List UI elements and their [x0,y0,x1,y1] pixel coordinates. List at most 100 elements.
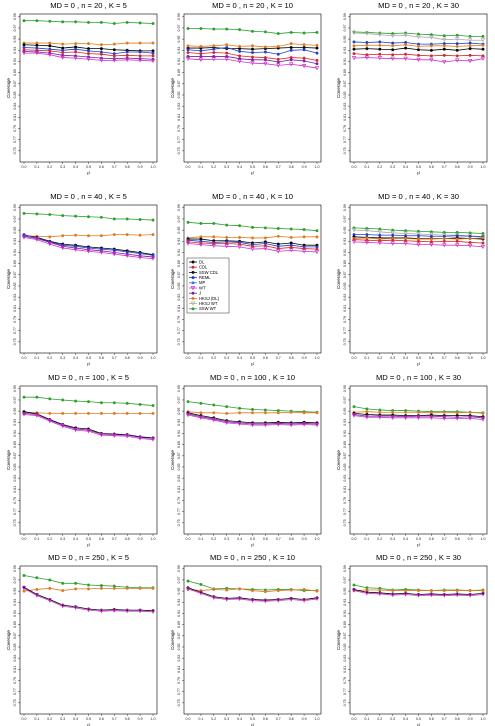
data-point [480,38,486,43]
data-point [224,420,229,426]
data-point [365,410,369,414]
series-line [23,411,154,439]
y-tick-label: 0.87 [343,271,347,278]
y-tick-label: 0.83 [13,475,17,482]
data-point [429,589,433,593]
x-tick-label: 1.0 [481,537,486,541]
x-tick-label: 0.5 [416,356,421,360]
data-point [390,593,395,598]
y-tick-label: 0.91 [13,58,17,65]
series-hksj-dl- [186,410,319,415]
y-tick-label: 0.95 [343,408,347,415]
data-point [47,52,52,57]
data-point [391,233,395,237]
data-point [378,410,382,414]
data-point [186,44,190,48]
x-tick-label: 0.3 [60,537,65,541]
x-tick-label: 0.2 [47,356,52,360]
x-tick-label: 0.1 [34,165,39,169]
y-tick-label: 0.85 [13,643,17,650]
x-tick-label: 0.1 [364,165,369,169]
data-point [250,411,254,415]
y-tick-label: 0.85 [13,463,17,470]
series-line [23,236,154,260]
data-point [61,234,65,238]
data-point [416,415,421,421]
data-point [151,21,155,25]
panel-5: MD = 0 , n = 40 , K = 100.750.770.790.81… [170,192,322,367]
data-point [289,30,293,34]
x-tick-label: 0.9 [302,165,307,169]
series-line [353,241,484,248]
y-tick-label: 0.85 [343,463,347,470]
data-point [186,400,190,404]
y-tick-label: 0.95 [177,588,181,595]
data-point [186,48,190,52]
x-tick-label: 0.0 [22,537,27,541]
x-tick-label: 0.4 [237,717,242,721]
data-point [403,231,408,236]
data-point [125,401,129,405]
y-tick-label: 0.93 [343,47,347,54]
x-tick-label: 0.3 [60,165,65,169]
x-tick-label: 0.5 [416,165,421,169]
series-line [187,588,318,602]
data-point [481,236,485,240]
data-point [390,33,395,38]
data-point [99,52,103,56]
y-tick-label: 0.85 [343,282,347,289]
x-tick-label: 0.6 [263,356,268,360]
data-point [61,589,65,593]
x-tick-label: 0.7 [442,537,447,541]
data-point [86,583,90,587]
series-line [24,52,154,62]
data-point [125,253,130,259]
legend-marker [191,291,195,295]
data-point [74,411,78,415]
data-point [455,58,460,63]
data-point [125,609,130,614]
data-point [391,44,395,48]
y-tick-label: 0.87 [177,452,181,459]
series-wt [185,586,320,604]
y-tick-label: 0.93 [177,599,181,606]
x-tick-label: 0.7 [112,537,117,541]
y-tick-label: 0.95 [343,36,347,43]
y-tick-label: 0.81 [343,305,347,312]
data-point [48,397,52,401]
data-point [238,411,242,415]
x-axis-label: τ² [251,171,255,176]
x-tick-label: 0.4 [403,356,408,360]
y-tick-label: 0.93 [13,599,17,606]
data-point [314,597,320,602]
x-tick-label: 0.7 [276,717,281,721]
x-tick-label: 0.6 [263,717,268,721]
x-tick-label: 0.6 [99,537,104,541]
data-point [86,249,91,254]
x-tick-label: 0.0 [352,356,357,360]
y-tick-label: 0.97 [177,24,181,31]
series-hksj-dl- [22,233,155,239]
data-point [112,21,116,25]
y-tick-label: 0.83 [177,294,181,301]
y-tick-label: 0.75 [13,338,17,345]
data-point [199,52,203,56]
data-point [468,44,472,48]
y-tick-label: 0.93 [343,419,347,426]
x-tick-label: 0.1 [34,356,39,360]
data-point [364,228,370,233]
data-point [468,47,472,51]
data-point [238,587,242,591]
x-tick-label: 0.2 [47,165,52,169]
data-point [151,54,155,58]
x-tick-label: 0.9 [468,537,473,541]
data-point [199,221,203,225]
data-point [99,433,104,438]
series-reml [352,233,485,239]
y-tick-label: 0.99 [13,204,17,211]
data-point [315,235,319,239]
legend-entry: CDL [189,265,208,270]
y-tick-label: 0.95 [13,408,17,415]
data-point [150,256,156,261]
series-wt [21,412,156,442]
